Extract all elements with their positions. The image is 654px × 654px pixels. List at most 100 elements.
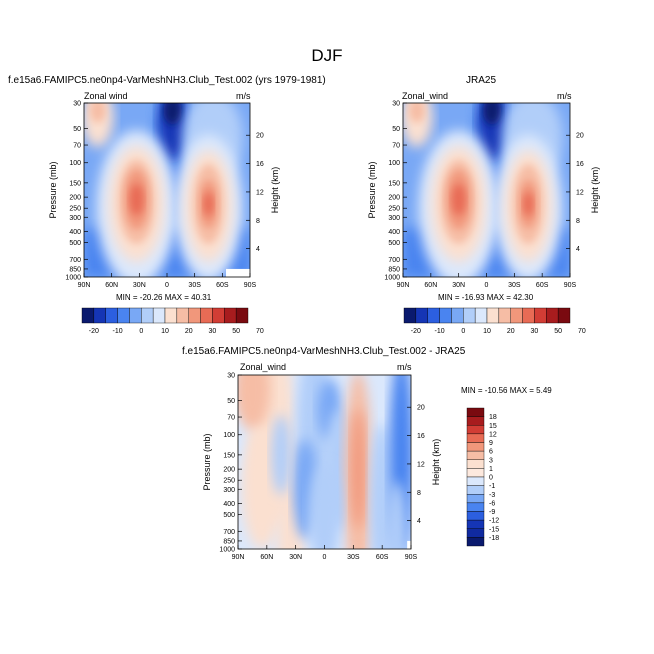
y-tick-label: 100 [223,432,235,439]
y-tick-label: 500 [388,240,400,247]
nh-jet-core [451,183,466,216]
x-tick-label: 60S [216,282,229,289]
colorbar-label: 20 [185,328,193,335]
y-right-tick-label: 20 [256,133,264,140]
colorbar-label: -10 [113,328,123,335]
y-tick-label: 70 [73,143,81,150]
panel-diff-units: m/s [397,362,412,372]
panel-obs-units: m/s [557,91,572,101]
y-right-tick-label: 20 [417,405,425,412]
x-tick-label: 60S [376,554,389,561]
y-right-axis-label: Height (km) [590,167,600,214]
colorbar-label: 0 [489,475,493,482]
colorbar-label: 50 [232,328,240,335]
colorbar-label: 70 [256,328,264,335]
colorbar-cell [486,307,500,324]
colorbar-cell [466,425,485,435]
y-tick-label: 150 [388,180,400,187]
colorbar-label: 18 [489,414,497,421]
y-tick-label: 100 [388,160,400,167]
colorbar-cell [466,511,485,521]
colorbar-cell [200,307,213,324]
y-tick-label: 1000 [219,547,235,554]
colorbar-label: 10 [161,328,169,335]
colorbar-label: 6 [489,449,493,456]
x-tick-label: 90S [564,282,577,289]
panel-model-title: f.e15a6.FAMIPC5.ne0np4-VarMeshNH3.Club_T… [8,75,326,86]
y-tick-label: 400 [388,229,400,236]
x-tick-label: 60S [536,282,549,289]
colorbar-label: -18 [489,535,499,542]
panel-0-axes: 90N 60N 30N 0 30S 60S 90S 30 50 70 100 150 200 250 300… [48,101,280,290]
colorbar-label: 50 [554,328,562,335]
nh-polar-westerly-core [89,103,106,123]
colorbar-label: -3 [489,492,495,499]
panel-2-field [238,375,411,549]
y-right-tick-label: 16 [417,433,425,440]
panel-obs-var-label: Zonal_wind [402,91,449,101]
colorbar-label: -20 [411,328,421,335]
colorbar-cell [463,307,476,324]
colorbar-cell [141,307,154,324]
y-tick-label: 70 [227,415,235,422]
y-tick-label: 70 [392,143,400,150]
colorbar-cell [117,307,130,324]
panel-2-axes: 90N 60N 30N 0 30S 60S 90S 30 50 70 100 150 200 250 300… [202,373,441,562]
colorbar-cell [466,519,485,529]
y-tick-label: 30 [227,373,235,380]
y-tick-label: 50 [73,126,81,133]
y-tick-label: 700 [69,257,81,264]
y-right-tick-label: 12 [256,189,264,196]
y-right-tick-label: 20 [576,133,584,140]
x-tick-label: 90S [244,282,257,289]
colorbar-cell [415,307,428,324]
colorbar-cell [188,307,201,324]
colorbar-cell [466,468,485,478]
panel-obs-stats: MIN = -16.93 MAX = 42.30 [438,293,534,302]
x-tick-label: 90S [405,554,418,561]
colorbar-label: 1 [489,466,493,473]
colorbar-cell [466,459,485,469]
x-tick-label: 60N [260,554,273,561]
sh-jet-core [523,192,534,217]
y-tick-label: 300 [69,215,81,222]
terrain-mask [407,540,411,549]
diff-blob-13 [271,414,292,495]
colorbar-cell [176,307,189,324]
y-tick-label: 50 [392,126,400,133]
x-tick-label: 60N [424,282,437,289]
x-tick-label: 90N [78,282,91,289]
y-tick-label: 1000 [65,275,81,282]
panel-0-field [84,103,250,277]
y-tick-label: 500 [69,240,81,247]
sh-jet-core [203,192,214,217]
colorbar-label: 30 [209,328,217,335]
colorbar-cell [224,307,237,324]
y-right-axis-label: Height (km) [431,439,441,486]
y-tick-label: 50 [227,398,235,405]
panel-obs-title: JRA25 [466,75,497,86]
y-right-tick-label: 8 [417,490,421,497]
x-tick-label: 30N [133,282,146,289]
colorbar-cell [129,307,142,324]
x-tick-label: 0 [165,282,169,289]
y-tick-label: 250 [223,478,235,485]
strat-easterly-core [483,103,502,125]
colorbar-cell [466,502,485,512]
panel-diff-title: f.e15a6.FAMIPC5.ne0np4-VarMeshNH3.Club_T… [182,346,466,357]
colorbar-label: 3 [489,457,493,464]
colorbar-label: 30 [531,328,539,335]
x-tick-label: 0 [485,282,489,289]
colorbar-label: -6 [489,500,495,507]
y-right-axis-label: Height (km) [270,167,280,214]
colorbar-cell [466,476,485,486]
y-tick-label: 30 [392,101,400,108]
x-tick-label: 60N [105,282,118,289]
x-tick-label: 30N [452,282,465,289]
y-tick-label: 400 [69,229,81,236]
x-tick-label: 30S [347,554,360,561]
colorbar-cell [522,307,535,324]
colorbar-cell [212,307,225,324]
y-right-tick-label: 8 [576,218,580,225]
x-tick-label: 90N [397,282,410,289]
